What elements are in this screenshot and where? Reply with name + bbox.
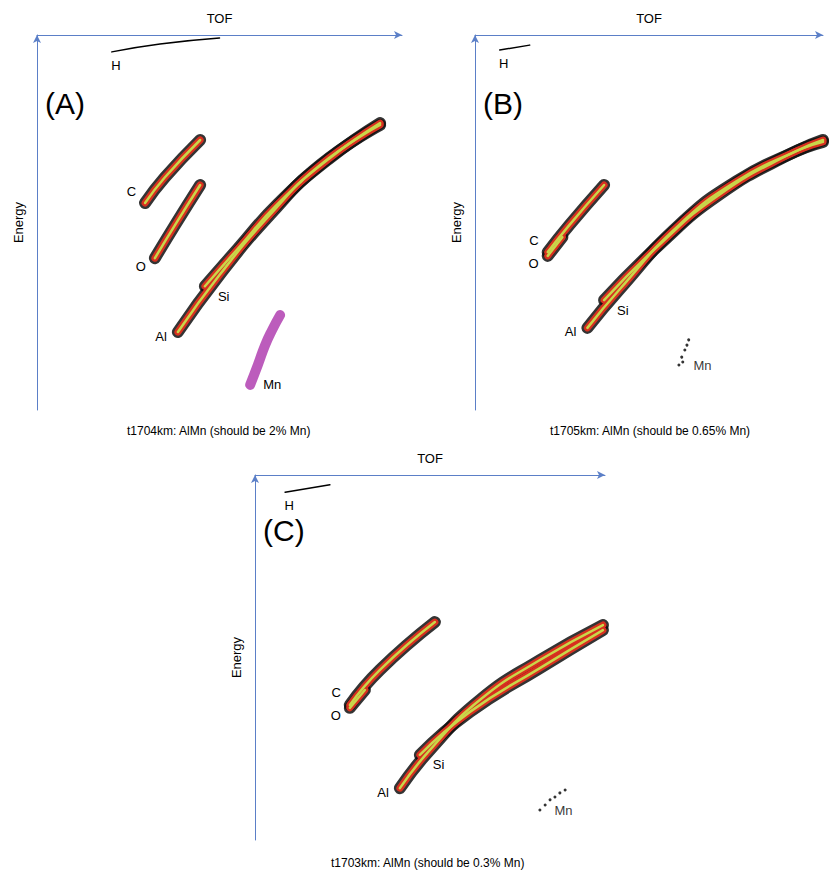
svg-text:Energy: Energy — [449, 201, 464, 243]
svg-text:H: H — [111, 58, 120, 73]
svg-text:H: H — [284, 498, 293, 513]
svg-text:(B): (B) — [483, 87, 523, 120]
svg-text:C: C — [127, 184, 136, 199]
svg-text:Al: Al — [155, 329, 167, 344]
svg-text:C: C — [529, 233, 538, 248]
svg-text:Al: Al — [565, 324, 577, 339]
svg-text:O: O — [136, 259, 146, 274]
svg-text:t1703km: AlMn (should be 0.3%: t1703km: AlMn (should be 0.3% Mn) — [331, 856, 524, 870]
svg-text:t1704km: AlMn (should be 2% Mn: t1704km: AlMn (should be 2% Mn) — [127, 424, 310, 438]
svg-text:Si: Si — [218, 289, 230, 304]
svg-text:Mn: Mn — [263, 377, 281, 392]
svg-text:O: O — [331, 708, 341, 723]
svg-text:(A): (A) — [45, 87, 85, 120]
svg-text:Energy: Energy — [229, 636, 244, 678]
svg-text:TOF: TOF — [636, 11, 662, 26]
svg-text:TOF: TOF — [207, 11, 233, 26]
svg-text:Si: Si — [617, 303, 629, 318]
svg-text:Energy: Energy — [11, 201, 26, 243]
svg-text:O: O — [529, 256, 539, 271]
svg-text:Mn: Mn — [554, 803, 572, 818]
svg-text:Mn: Mn — [693, 358, 711, 373]
svg-text:H: H — [499, 56, 508, 71]
svg-text:Si: Si — [433, 757, 445, 772]
svg-text:C: C — [331, 685, 340, 700]
svg-text:t1705km: AlMn (should be 0.65%: t1705km: AlMn (should be 0.65% Mn) — [550, 424, 750, 438]
svg-text:Al: Al — [377, 785, 389, 800]
svg-text:TOF: TOF — [417, 451, 443, 466]
svg-text:(C): (C) — [263, 514, 305, 547]
